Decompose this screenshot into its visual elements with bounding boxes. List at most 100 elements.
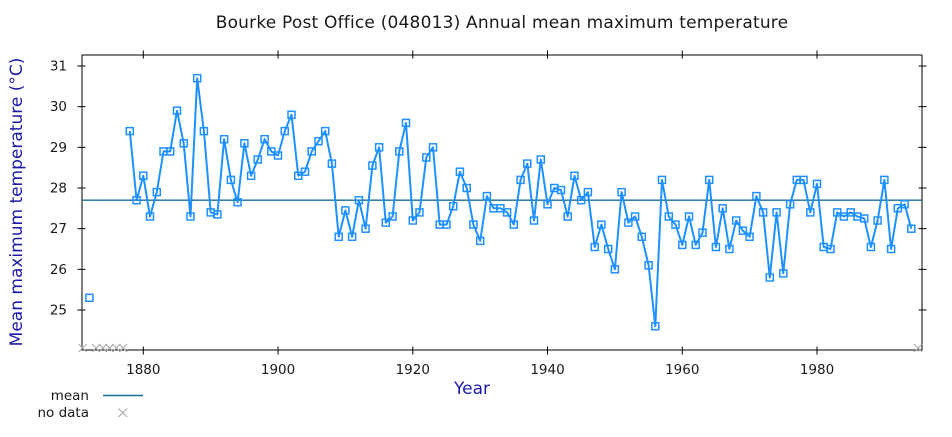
data-point-marker [785, 200, 795, 209]
data-point-marker [287, 110, 296, 120]
no-data-x-icon [78, 343, 88, 353]
data-point-marker [745, 232, 754, 242]
data-point-marker [880, 175, 889, 185]
data-point-marker [859, 214, 869, 223]
data-point-marker [684, 212, 694, 221]
y-tick-label: 27 [50, 221, 67, 237]
data-point-marker [765, 273, 775, 282]
data-point-marker [415, 208, 424, 217]
data-point-marker [199, 126, 209, 136]
data-point-marker [307, 147, 316, 156]
x-tick-label: 1900 [261, 362, 295, 378]
no-data-x-icon [91, 343, 101, 353]
data-point-marker [139, 171, 148, 181]
data-point-marker [442, 220, 451, 229]
data-point-marker [886, 244, 896, 254]
data-point-marker [354, 195, 364, 205]
data-point-marker [583, 187, 593, 197]
data-point-marker [536, 155, 546, 164]
no-data-x-icon [98, 343, 108, 353]
data-point-marker [260, 134, 269, 144]
data-point-marker [617, 187, 626, 197]
data-point-marker [529, 216, 539, 225]
data-point-marker [327, 159, 337, 168]
data-point-marker [482, 191, 492, 201]
data-point-marker [314, 136, 323, 146]
data-point-marker [469, 220, 478, 229]
data-point-marker [610, 265, 620, 274]
data-point-marker [172, 106, 182, 115]
data-point-marker [448, 202, 458, 211]
x-tick-label: 1920 [396, 362, 430, 378]
legend-mean-label: mean [51, 388, 89, 404]
data-point-marker [502, 208, 512, 217]
data-point-marker [233, 197, 242, 207]
data-point-marker [900, 200, 909, 209]
data-point-marker [334, 232, 343, 242]
data-point-marker [381, 218, 391, 227]
data-point-marker [678, 240, 687, 250]
data-point-marker [691, 240, 700, 250]
data-point-marker [698, 228, 707, 237]
temperature-series-line [128, 77, 913, 328]
data-point-marker [125, 126, 135, 136]
legend-no-data-x-icon [118, 408, 128, 418]
data-point-marker [320, 126, 330, 136]
y-axis-title: Mean maximum temperature (°C) [7, 58, 27, 347]
data-point-marker [799, 175, 808, 185]
data-point-marker [664, 212, 674, 221]
data-point-marker [186, 212, 195, 221]
data-point-marker [806, 208, 815, 217]
data-point-marker [408, 216, 418, 225]
data-point-marker [779, 269, 788, 278]
data-point-marker [657, 175, 667, 185]
data-point-marker [179, 139, 188, 148]
data-point-marker [725, 244, 734, 254]
x-tick-label: 1960 [665, 362, 699, 378]
data-point-marker [152, 187, 162, 197]
data-point-marker [603, 244, 613, 254]
data-point-marker [758, 208, 768, 217]
data-point-marker [516, 175, 525, 185]
data-point-marker [273, 151, 283, 160]
data-point-marker [651, 322, 660, 331]
isolated-data-point-marker [85, 293, 94, 303]
data-point-marker [907, 224, 916, 233]
no-data-x-icon [118, 343, 128, 353]
data-point-marker [597, 220, 606, 229]
data-point-marker [826, 244, 835, 254]
data-point-marker [866, 242, 876, 252]
data-point-marker [165, 147, 175, 156]
y-tick-label: 25 [50, 303, 67, 319]
no-data-x-icon [112, 343, 121, 353]
data-point-marker [590, 242, 599, 252]
data-point-marker [213, 210, 222, 219]
data-point-marker [395, 147, 404, 156]
no-data-x-icon [105, 343, 114, 353]
data-point-marker [428, 143, 438, 152]
data-point-marker [523, 159, 532, 168]
data-point-marker [624, 218, 633, 227]
data-point-marker [347, 232, 357, 242]
data-point-marker [630, 212, 640, 221]
y-tick-label: 30 [50, 99, 67, 115]
data-point-marker [772, 208, 781, 217]
data-point-marker [543, 200, 552, 209]
data-point-marker [361, 224, 370, 233]
data-point-marker [509, 220, 519, 229]
legend-no-data-label: no data [37, 405, 89, 421]
data-point-marker [226, 175, 236, 185]
no-data-x-icon [913, 343, 923, 353]
data-point-marker [475, 236, 485, 246]
data-point-marker [374, 143, 384, 152]
y-tick-label: 26 [50, 262, 67, 278]
x-tick-label: 1880 [126, 362, 160, 378]
y-tick-label: 31 [50, 58, 67, 74]
data-point-marker [570, 171, 579, 181]
y-tick-label: 28 [50, 180, 67, 196]
plot-area: 1880 1900 1920 1940 1960 1980 25 26 27 28 29 30 31 [50, 50, 927, 378]
data-point-marker [576, 195, 586, 205]
data-point-marker [388, 212, 397, 221]
